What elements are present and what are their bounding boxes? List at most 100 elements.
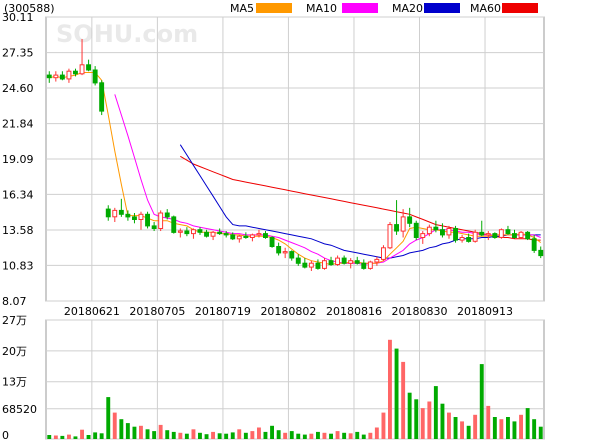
price-tick-label: 13.58 [2,224,34,237]
volume-bar [224,433,229,439]
volume-bar [204,434,209,439]
candle-body [204,231,210,237]
candle-body [164,212,170,218]
ma10-line [114,94,541,266]
candle-body [446,228,452,236]
candle-body [387,224,393,249]
candle-body [177,230,183,233]
volume-bar [139,425,143,439]
candle-body [328,260,334,266]
candle-body [479,231,485,236]
volume-bar [211,431,215,439]
volume-bar [198,432,202,439]
candle-body [407,216,413,224]
date-tick-label: 20180816 [326,305,382,318]
volume-bar [250,431,255,439]
candle-body [394,224,400,232]
volume-bar [283,432,288,439]
candle-body [125,213,131,218]
price-tick-label: 10.83 [2,259,34,272]
candle-body [197,229,203,233]
candle-body [217,231,223,235]
candle-body [531,238,537,251]
volume-bar [263,431,268,439]
date-tick-label: 20180830 [392,305,448,318]
volume-bar [348,433,353,439]
watermark: SOHU.com [56,20,198,48]
candle-body [210,231,216,237]
candle-body [381,247,386,260]
volume-bar [237,429,242,439]
candle-body [308,262,314,268]
ma5-line [49,72,542,266]
volume-bar [388,339,392,439]
candle-body [538,249,544,257]
volume-bar [158,424,163,439]
candle-body [518,231,524,239]
candle-body [459,237,465,241]
candle-body [243,235,249,238]
candle-body [354,260,360,264]
candle-body [151,225,157,229]
legend-label-ma60: MA60 [470,2,501,15]
volume-bar [276,430,281,439]
legend-swatch-ma20 [424,3,460,13]
candle-body [400,216,406,232]
volume-bar [47,435,52,439]
volume-bar [119,419,124,439]
legend-swatch-ma10 [342,3,378,13]
candle-body [302,262,308,268]
volume-tick-label: 13万 [2,376,27,389]
volume-bar [466,425,471,439]
volume-bar [125,423,130,439]
volume-bar [407,392,412,439]
legend-swatch-ma5 [256,3,292,13]
candle-body [492,233,498,239]
candle-body [53,74,59,79]
volume-bar [361,434,366,439]
candle-body [348,260,354,264]
candle-body [335,257,341,266]
volume-bar [289,431,294,439]
volume-bar [433,386,438,439]
volume-bar [401,361,406,439]
candle-body [525,231,531,240]
candle-body [236,235,242,240]
price-tick-label: 24.60 [2,82,34,95]
volume-bar [80,429,84,439]
volume-bar [453,417,458,439]
volume-bar [145,429,150,439]
volume-bar [67,434,71,439]
volume-bar [492,417,497,439]
candle-body [433,226,439,231]
date-tick-label: 20180719 [195,305,251,318]
candle-body [322,260,327,269]
candle-body [453,228,459,241]
candle-body [440,229,445,236]
stock-code: (300588) [4,2,55,15]
candle-body [256,233,262,236]
volume-bar [394,348,399,439]
price-tick-label: 27.35 [2,47,34,60]
candle-body [374,258,380,263]
candle-body [426,226,432,235]
volume-bar [106,397,111,439]
candle-body [73,70,78,75]
candle-body [361,262,367,269]
candle-body [249,234,255,238]
candle-body [86,64,91,71]
volume-bar [447,412,451,439]
price-tick-label: 8.07 [2,295,27,308]
volume-bar [499,419,504,439]
candles [46,39,544,271]
volume-bar [460,421,464,439]
volume-bar [53,435,58,439]
legend-swatch-ma60 [502,3,538,13]
candle-body [276,246,282,254]
volume-bar [506,417,510,439]
date-tick-label: 20180802 [260,305,316,318]
price-tick-label: 30.11 [2,11,34,24]
candle-body [191,229,196,235]
volume-bar [243,432,248,439]
volume-bar [335,431,340,439]
